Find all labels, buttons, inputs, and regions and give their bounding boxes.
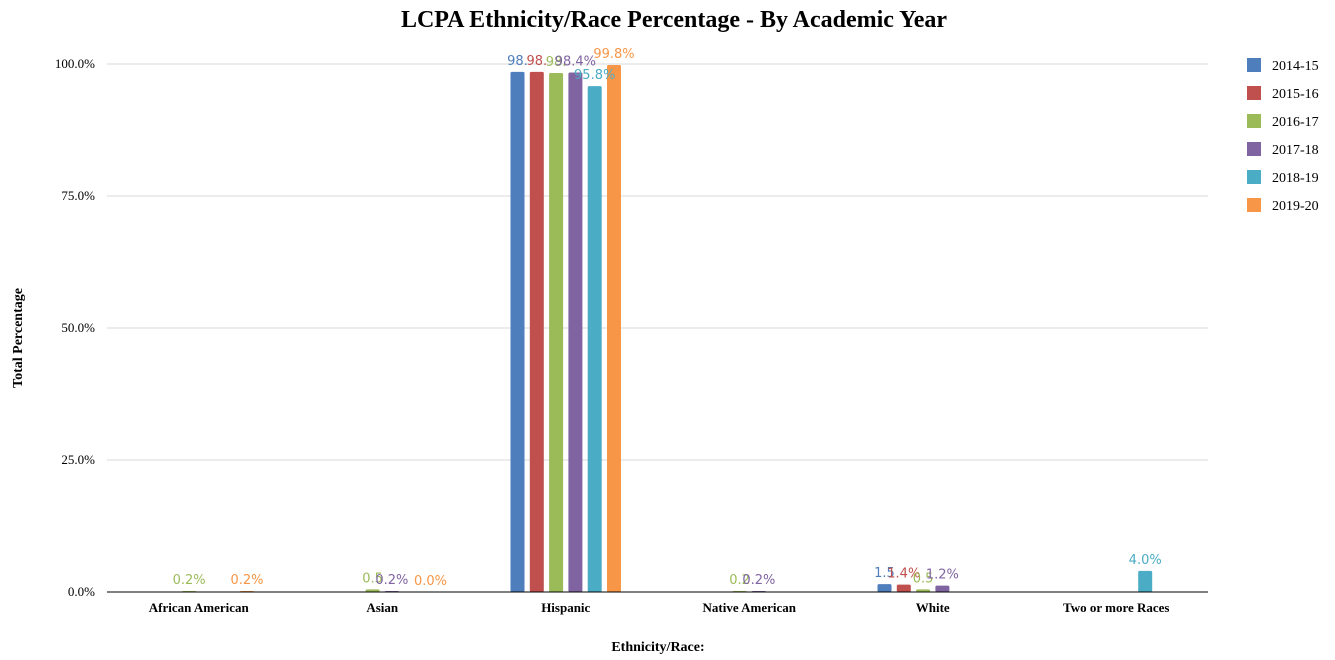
legend-label: 2015-16 (1272, 87, 1319, 102)
data-label: 98. (507, 54, 528, 69)
y-axis-ticks: 0.0% 25.0% 50.0% 75.0% 100.0% (55, 56, 95, 599)
legend-swatch (1247, 142, 1261, 156)
x-tick-label: Asian (366, 600, 399, 615)
bar (1138, 570, 1153, 592)
data-label: 0.2% (375, 573, 408, 588)
x-tick-label: African American (149, 600, 250, 615)
legend-swatch (1247, 170, 1261, 184)
bar (916, 589, 931, 592)
data-label: 0.0% (414, 574, 447, 589)
legend-label: 2018-19 (1272, 171, 1319, 186)
data-label: 0.5 (913, 571, 934, 586)
data-label: 0.2 (729, 573, 750, 588)
data-label: 0.2% (230, 573, 263, 588)
data-label: 1.5 (874, 566, 895, 581)
legend-label: 2019-20 (1272, 199, 1319, 214)
bar (587, 86, 602, 593)
x-tick-label: Two or more Races (1063, 600, 1170, 615)
data-label: 0.2% (173, 573, 206, 588)
bar (896, 584, 911, 592)
bar (877, 584, 892, 592)
data-label: 1.2% (926, 568, 959, 583)
data-labels: 0.2% 0.2% 0.50.2% 0.0%98.98.98.98.4%95.8%99… (173, 47, 1162, 589)
legend: 2014-15 2015-16 2016-17 2017-18 2018-19 2019-… (1247, 58, 1319, 214)
bar (607, 65, 621, 592)
data-label: 4.0% (1129, 553, 1162, 568)
data-label: 0.2% (742, 573, 775, 588)
bar (510, 71, 525, 593)
data-label: 95.8% (574, 68, 615, 83)
data-label: 98.4% (555, 54, 596, 69)
data-label: 99.8% (593, 47, 634, 62)
data-label: 1.4% (887, 567, 920, 582)
legend-swatch (1247, 114, 1261, 128)
y-tick-label: 50.0% (61, 320, 95, 335)
bar (568, 72, 583, 592)
bar (529, 71, 544, 593)
y-axis-title: Total Percentage (11, 288, 26, 388)
legend-swatch (1247, 58, 1261, 72)
x-axis-title: Ethnicity/Race: (611, 640, 704, 655)
legend-label: 2017-18 (1272, 143, 1319, 158)
bars (182, 65, 1153, 593)
x-axis-categories: African American Asian Hispanic Native Amer… (149, 600, 1170, 615)
legend-swatch (1247, 198, 1261, 212)
data-label: 98. (546, 55, 567, 70)
gridlines (107, 63, 1208, 461)
legend-swatch (1247, 86, 1261, 100)
bar (549, 72, 564, 592)
y-tick-label: 75.0% (61, 188, 95, 203)
data-label: 98. (526, 54, 547, 69)
legend-label: 2016-17 (1272, 115, 1319, 130)
legend-label: 2014-15 (1272, 59, 1319, 74)
chart-title: LCPA Ethnicity/Race Percentage - By Acad… (401, 7, 947, 33)
y-tick-label: 100.0% (55, 56, 95, 71)
x-tick-label: White (916, 600, 950, 615)
bar (365, 589, 380, 592)
y-tick-label: 0.0% (68, 584, 95, 599)
y-tick-label: 25.0% (61, 452, 95, 467)
x-tick-label: Native American (702, 600, 796, 615)
x-tick-label: Hispanic (541, 600, 590, 615)
bar (935, 585, 950, 592)
data-label: 0.5 (362, 571, 383, 586)
